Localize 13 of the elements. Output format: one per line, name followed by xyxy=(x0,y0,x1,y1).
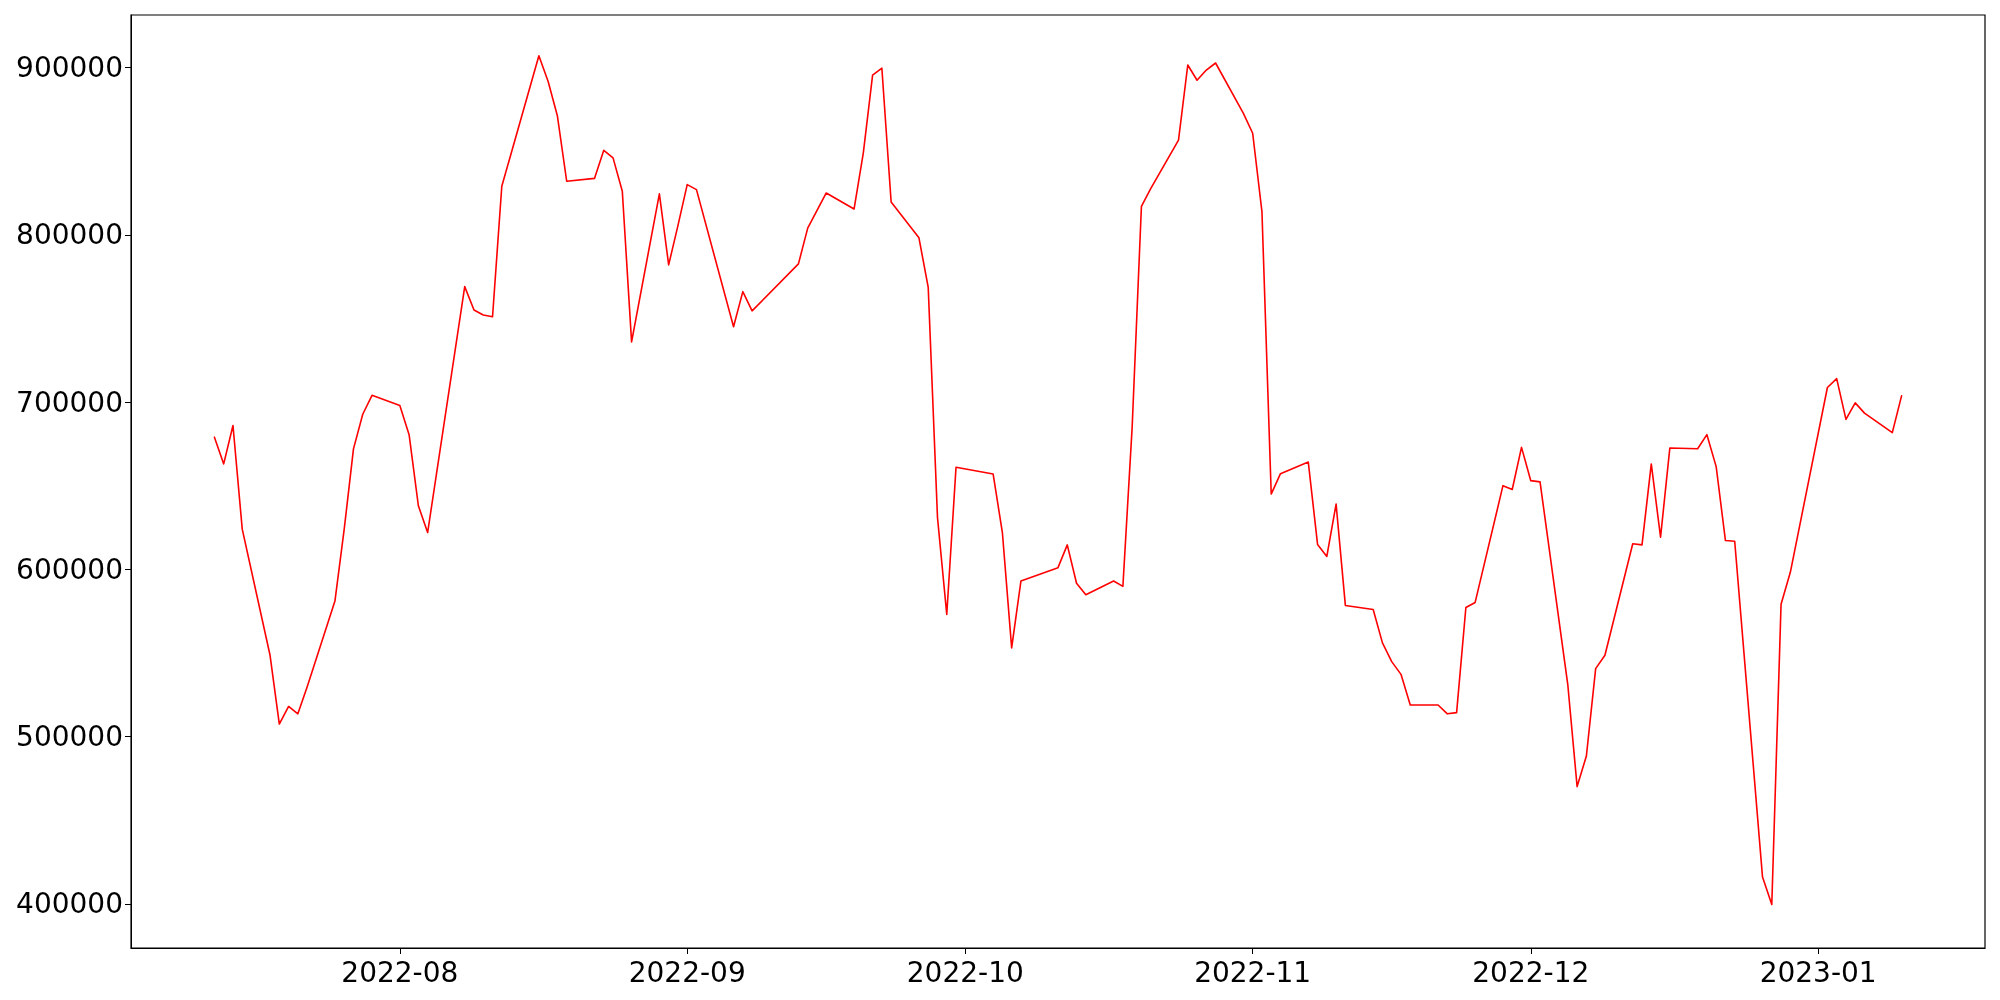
y-tick-label: 400000 xyxy=(16,887,123,921)
x-tick-label: 2022-09 xyxy=(628,955,746,989)
line-series xyxy=(213,55,1903,906)
y-tick-label: 600000 xyxy=(16,552,123,586)
x-tick-label: 2023-01 xyxy=(1759,955,1877,989)
y-tick-label: 500000 xyxy=(16,720,123,754)
x-tick-label: 2022-11 xyxy=(1194,955,1312,989)
x-tick-label: 2022-10 xyxy=(906,955,1024,989)
y-tick-label: 800000 xyxy=(16,218,123,252)
x-tick-label: 2022-08 xyxy=(341,955,459,989)
y-tick-label: 700000 xyxy=(16,385,123,419)
x-tick-label: 2022-12 xyxy=(1472,955,1590,989)
y-tick-label: 900000 xyxy=(16,51,123,85)
